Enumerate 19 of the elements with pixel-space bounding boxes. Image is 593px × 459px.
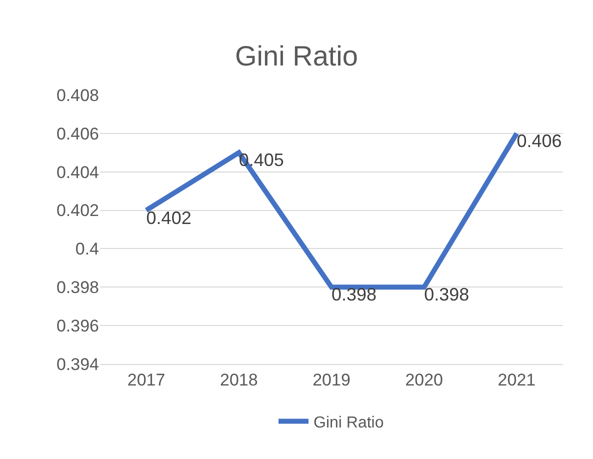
- data-label: 0.398: [332, 284, 377, 305]
- data-label: 0.398: [424, 284, 470, 305]
- y-tick-label: 0.404: [56, 162, 99, 182]
- y-tick-label: 0.396: [56, 316, 99, 336]
- data-label: 0.402: [146, 208, 192, 228]
- chart-title: Gini Ratio: [235, 40, 358, 72]
- x-tick-label: 2019: [312, 370, 350, 390]
- y-tick-label: 0.394: [56, 354, 99, 374]
- y-tick-label: 0.408: [56, 86, 99, 105]
- y-tick-label: 0.406: [56, 124, 99, 144]
- x-tick-label: 2020: [405, 370, 444, 390]
- x-tick-label: 2021: [498, 370, 536, 390]
- data-label: 0.406: [516, 130, 562, 151]
- x-tick-label: 2017: [127, 370, 166, 390]
- x-tick-label: 2018: [220, 370, 258, 390]
- y-tick-label: 0.398: [56, 278, 99, 298]
- y-tick-label: 0.402: [56, 201, 99, 220]
- y-tick-label: 0.4: [75, 240, 99, 259]
- legend-label: Gini Ratio: [314, 414, 384, 432]
